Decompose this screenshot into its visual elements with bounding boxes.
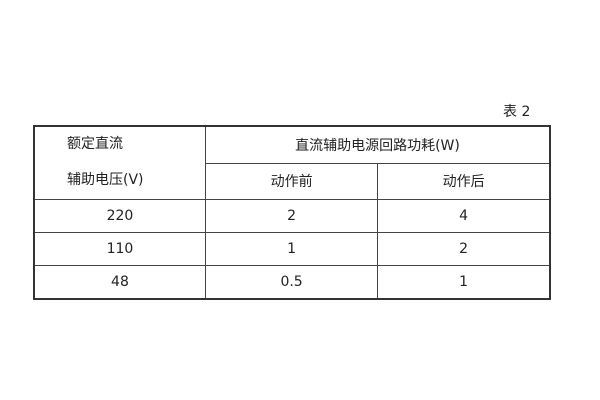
header-voltage: 额定直流 辅助电压(V)	[33, 125, 206, 200]
cell-voltage: 110	[33, 232, 206, 266]
table-row: 110 1 2	[33, 232, 551, 266]
cell-after: 2	[377, 232, 551, 266]
cell-voltage: 220	[33, 199, 206, 233]
cell-before: 0.5	[204, 265, 379, 300]
table-row: 48 0.5 1	[33, 265, 551, 300]
header-before: 动作前	[204, 162, 379, 201]
cell-after: 4	[377, 199, 551, 233]
header-voltage-line1: 额定直流	[67, 136, 123, 152]
power-consumption-table: 额定直流 辅助电压(V) 直流辅助电源回路功耗(W) 动作前 动作后 220 2…	[33, 125, 551, 300]
cell-after: 1	[377, 265, 551, 300]
subheader-row: 动作前 动作后	[34, 162, 551, 201]
cell-before: 1	[204, 232, 379, 266]
table-row: 220 2 4	[33, 199, 551, 233]
header-power: 直流辅助电源回路功耗(W)	[204, 125, 551, 164]
cell-before: 2	[204, 199, 379, 233]
header-after: 动作后	[377, 162, 551, 201]
header-row: 额定直流 辅助电压(V) 直流辅助电源回路功耗(W)	[33, 125, 551, 200]
cell-voltage: 48	[33, 265, 206, 300]
header-voltage-line2: 辅助电压(V)	[67, 172, 144, 188]
table-caption: 表 2	[503, 104, 531, 120]
